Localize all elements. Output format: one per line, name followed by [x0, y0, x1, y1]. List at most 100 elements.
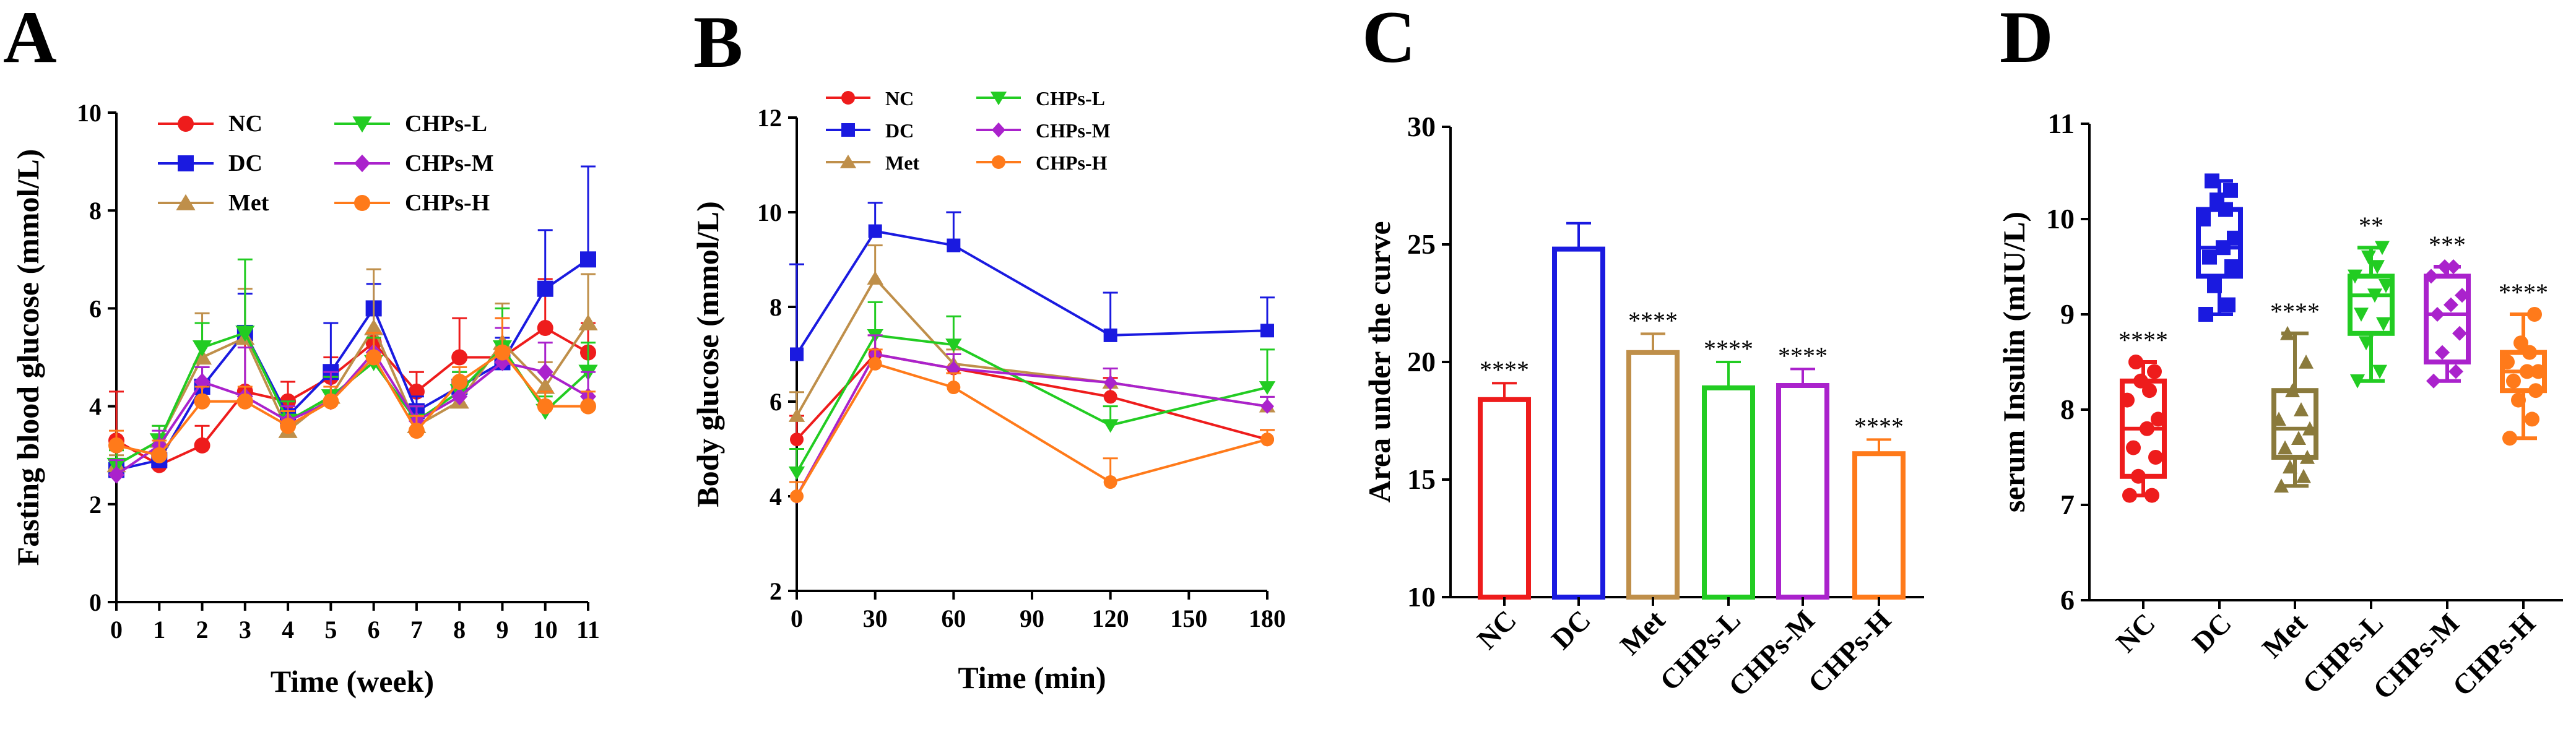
- marker-chps-h: [790, 489, 804, 503]
- data-point: [2424, 269, 2439, 284]
- series-line-chps-l: [116, 331, 589, 467]
- data-point: [2147, 364, 2162, 379]
- y-tick-label: 8: [89, 197, 102, 225]
- y-axis-title: Fasting blood glucose (mmol/L): [11, 149, 45, 566]
- data-point: [2370, 260, 2385, 274]
- y-tick-label: 6: [2060, 584, 2075, 616]
- x-tick-label: CHPs-H: [2447, 607, 2542, 702]
- marker-chps-m: [354, 154, 370, 173]
- data-point: [2122, 488, 2137, 503]
- bar-group-dc: DC: [1545, 222, 1605, 655]
- panel-letter-c: C: [1362, 0, 1416, 78]
- marker-chps-h: [408, 423, 425, 439]
- data-point: [2452, 325, 2467, 341]
- data-point: [2513, 335, 2528, 351]
- x-tick-label: Met: [1614, 604, 1672, 661]
- marker-chps-h: [108, 437, 124, 454]
- marker-chps-h: [992, 155, 1005, 169]
- data-point: [2531, 364, 2546, 379]
- marker-chps-l: [192, 340, 212, 356]
- legend-label-chps-m: CHPs-M: [405, 150, 494, 176]
- bar-met: [1626, 350, 1680, 600]
- significance-label: ****: [2270, 298, 2320, 325]
- data-point: [2221, 297, 2236, 312]
- data-point: [2205, 173, 2219, 189]
- y-tick-label: 2: [770, 577, 782, 605]
- marker-nc: [1103, 390, 1117, 404]
- data-point: [2126, 440, 2141, 455]
- data-point: [2511, 392, 2526, 408]
- series-line-nc: [116, 326, 589, 467]
- y-tick-label: 4: [89, 393, 102, 421]
- series-chps-m: [108, 327, 596, 484]
- data-point: [2375, 241, 2390, 256]
- data-point: [2224, 259, 2239, 274]
- data-point: [2300, 450, 2315, 464]
- data-point: [2285, 383, 2300, 397]
- y-tick-label: 4: [770, 483, 782, 510]
- data-point: [2299, 355, 2314, 369]
- x-tick-label: 11: [576, 616, 600, 644]
- box-group-dc: DC: [2186, 173, 2243, 658]
- x-tick-label: 3: [239, 616, 251, 644]
- marker-chps-m: [947, 361, 961, 376]
- x-axis-title: Time (week): [271, 664, 434, 699]
- legend-label-nc: NC: [885, 87, 914, 110]
- series-dc: [108, 165, 596, 478]
- bar-nc: [1478, 397, 1531, 600]
- data-point: [2525, 411, 2539, 427]
- marker-chps-l: [945, 338, 962, 353]
- significance-label: ****: [1704, 335, 1753, 363]
- x-tick-label: 0: [110, 616, 123, 644]
- x-tick-label: 60: [941, 605, 966, 632]
- legend-label-dc: DC: [885, 119, 914, 142]
- data-point: [2296, 468, 2311, 483]
- marker-met: [578, 314, 598, 330]
- significance-label: ****: [2118, 326, 2168, 354]
- bar-chps-h: [1852, 451, 1906, 600]
- y-tick-label: 9: [2060, 298, 2075, 330]
- x-tick-label: DC: [2186, 607, 2237, 658]
- marker-chps-l: [352, 116, 372, 133]
- marker-met: [364, 319, 384, 335]
- x-tick-label: 7: [410, 616, 423, 644]
- marker-chps-m: [1260, 398, 1274, 414]
- data-point: [2196, 212, 2211, 226]
- x-tick-label: 2: [196, 616, 209, 644]
- y-tick-label: 7: [2060, 489, 2075, 520]
- series-line-met: [116, 322, 589, 467]
- marker-dc: [841, 123, 855, 137]
- panel-letter-a: A: [3, 0, 57, 78]
- y-tick-label: 2: [89, 491, 102, 519]
- x-tick-label: 90: [1020, 605, 1044, 632]
- marker-nc: [451, 349, 468, 366]
- marker-nc: [790, 433, 804, 447]
- data-point: [2506, 373, 2521, 389]
- marker-chps-l: [1102, 419, 1119, 433]
- data-point: [2151, 411, 2166, 427]
- marker-chps-l: [788, 466, 805, 480]
- data-point: [2274, 478, 2289, 493]
- x-tick-label: CHPs-H: [1802, 604, 1897, 699]
- data-point: [2528, 383, 2543, 398]
- marker-met: [788, 408, 805, 422]
- y-axis-title: Body glucose (mmol/L): [690, 201, 725, 507]
- y-tick-label: 11: [2048, 108, 2075, 139]
- marker-met: [839, 154, 857, 168]
- x-tick-label: Met: [2256, 607, 2314, 665]
- legend: NC DC Met CHPs-L CHPs-M CHPs-H: [158, 111, 494, 216]
- x-tick-label: 120: [1092, 605, 1129, 632]
- data-point: [2294, 402, 2309, 416]
- marker-chps-h: [868, 356, 882, 371]
- marker-chps-m: [451, 387, 468, 406]
- series-dc: [789, 202, 1275, 361]
- panel-a: A 0 2 4 6 8 10 0 1 2 3 4 5 6 7 8 9 10 11 Time (week) Fasting…: [3, 0, 600, 699]
- x-tick-label: 5: [324, 616, 337, 644]
- y-axis-title: Area under the curve: [1362, 221, 1397, 502]
- data-point: [2207, 278, 2222, 293]
- marker-dc: [790, 347, 804, 361]
- marker-chps-l: [990, 92, 1007, 106]
- x-tick-label: 9: [496, 616, 508, 644]
- marker-chps-h: [280, 418, 297, 434]
